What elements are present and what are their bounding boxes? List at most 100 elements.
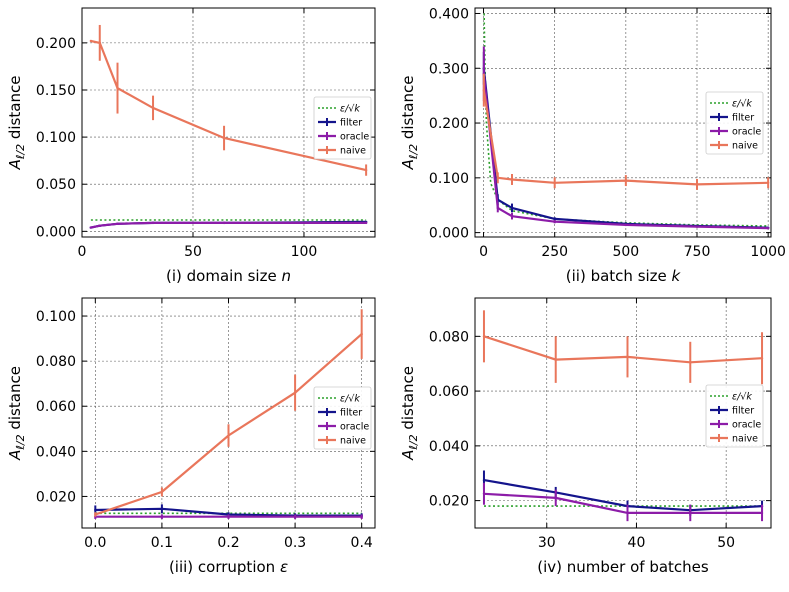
legend-item-oracle: oracle: [318, 422, 369, 433]
data-point: [94, 508, 97, 512]
legend: ε/√k filter oracle naive: [705, 384, 764, 448]
x-tick-label: 50: [717, 535, 735, 551]
legend-label: ε/√k: [732, 392, 752, 403]
y-tick-label: 0.050: [36, 177, 76, 193]
axes-frame: [474, 7, 772, 238]
x-tick-label: 750: [684, 244, 711, 260]
data-point: [94, 513, 97, 516]
legend-item-reference: ε/√k: [710, 392, 752, 403]
data-point: [510, 178, 514, 181]
data-point: [482, 492, 486, 495]
series-oracle: [94, 514, 363, 519]
x-tick-label: 0.2: [217, 535, 239, 551]
data-point: [116, 86, 119, 90]
legend-item-naive: naive: [318, 436, 366, 447]
legend-label: ε/√k: [340, 104, 360, 115]
x-tick-label: 0.4: [351, 535, 373, 551]
legend-label: filter: [340, 408, 362, 419]
data-point: [554, 496, 557, 500]
chart-panel-1: 0 50 100 0.000 0.050 0.100 0.150 0.200 (i) domai…: [6, 7, 376, 285]
data-point: [227, 515, 230, 518]
y-tick-label: 0.200: [36, 36, 76, 52]
y-tick-label: 0.040: [36, 444, 76, 460]
series-oracle: [482, 482, 764, 522]
y-tick-label: 0.400: [429, 6, 469, 22]
series-naive: [482, 310, 764, 385]
legend-label: naive: [340, 146, 366, 157]
legend-label: ε/√k: [732, 99, 752, 110]
legend-item-filter: filter: [710, 406, 754, 417]
y-axis-title: Aℓ/2 distance: [399, 76, 420, 171]
legend-item-filter: filter: [318, 408, 362, 419]
data-point: [151, 106, 155, 110]
series-filter: [482, 470, 764, 516]
data-point: [689, 511, 692, 515]
data-point: [766, 227, 770, 230]
data-point: [98, 41, 101, 45]
axes-frame: [81, 7, 376, 238]
legend-label: ε/√k: [340, 394, 360, 405]
legend-box: [313, 386, 372, 450]
legend-label: oracle: [732, 127, 761, 138]
data-point: [553, 217, 556, 221]
data-point: [293, 391, 297, 394]
legend-item-filter: filter: [318, 118, 362, 129]
data-point: [766, 181, 770, 184]
data-point: [360, 332, 363, 336]
data-point: [626, 355, 629, 359]
legend-label: filter: [732, 406, 754, 417]
data-point: [160, 507, 164, 511]
x-axis-title: (i) domain size n: [166, 267, 291, 285]
legend-item-reference: ε/√k: [318, 394, 360, 405]
y-tick-label: 0.100: [36, 130, 76, 146]
y-tick-label: 0.200: [429, 116, 469, 132]
legend-item-naive: naive: [318, 146, 366, 157]
series-line: [90, 39, 367, 172]
y-tick-label: 0.080: [429, 329, 469, 345]
y-axis-title: Aℓ/2 distance: [399, 366, 420, 461]
series-line: [483, 492, 762, 515]
legend: ε/√k filter oracle naive: [313, 386, 372, 450]
y-axis-title: Aℓ/2 distance: [6, 76, 27, 171]
x-axis-title: (iv) number of batches: [537, 558, 709, 576]
data-point: [689, 361, 692, 364]
chart-panel-3: 0.0 0.1 0.2 0.3 0.4 0.020 0.040 0.060 0.080 0.100…: [6, 297, 376, 576]
x-tick-label: 250: [541, 244, 568, 260]
data-point: [293, 515, 297, 518]
legend-item-oracle: oracle: [710, 127, 761, 138]
data-point: [510, 206, 514, 210]
data-point: [624, 223, 628, 227]
x-tick-label: 100: [291, 244, 318, 260]
data-point: [160, 490, 164, 494]
series-line: [483, 335, 763, 364]
legend-item-naive: naive: [710, 141, 758, 152]
legend: ε/√k filter oracle naive: [705, 91, 764, 155]
data-point: [222, 221, 226, 225]
data-point: [227, 434, 230, 437]
data-point: [496, 176, 499, 180]
x-tick-label: 40: [628, 535, 646, 551]
data-point: [554, 358, 557, 361]
x-axis-title: (iii) corruption ε: [169, 558, 288, 576]
data-point: [626, 511, 629, 515]
x-tick-label: 500: [612, 244, 639, 260]
y-tick-label: 0.000: [36, 224, 76, 240]
legend-box: [705, 91, 764, 155]
legend-label: filter: [340, 118, 362, 129]
legend-label: naive: [732, 434, 758, 445]
legend-item-reference: ε/√k: [318, 104, 360, 115]
series-line: [90, 221, 367, 229]
data-point: [482, 335, 486, 338]
axes-frame: [474, 297, 772, 529]
data-point: [695, 183, 699, 186]
x-tick-label: 0.1: [151, 535, 173, 551]
series-naive: [89, 24, 368, 176]
legend-box: [705, 384, 764, 448]
x-tick-label: 50: [184, 244, 202, 260]
y-tick-label: 0.100: [429, 171, 469, 187]
legend-item-naive: naive: [710, 434, 758, 445]
data-point: [360, 515, 363, 518]
data-point: [89, 39, 93, 43]
y-tick-label: 0.020: [429, 494, 469, 510]
legend-label: naive: [340, 436, 366, 447]
